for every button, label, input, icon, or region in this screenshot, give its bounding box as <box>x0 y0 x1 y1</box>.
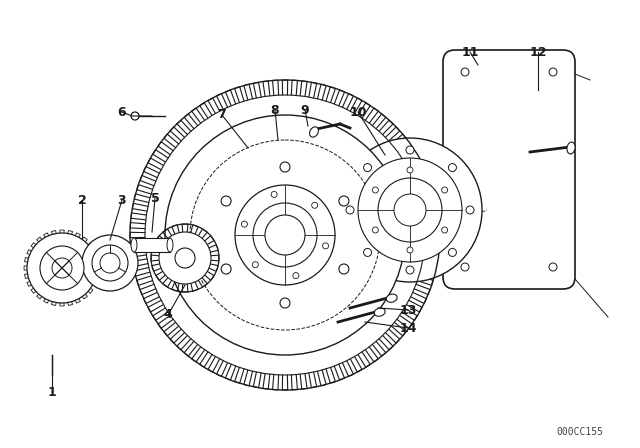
Circle shape <box>221 196 231 206</box>
Circle shape <box>407 247 413 253</box>
Ellipse shape <box>567 142 575 154</box>
Text: 14: 14 <box>399 322 417 335</box>
Text: 9: 9 <box>301 103 309 116</box>
Text: 7: 7 <box>218 108 227 121</box>
Circle shape <box>394 194 426 226</box>
Bar <box>134 238 170 252</box>
Circle shape <box>312 202 317 208</box>
Circle shape <box>271 191 277 198</box>
Circle shape <box>128 78 442 392</box>
Circle shape <box>100 253 120 273</box>
Circle shape <box>40 246 84 290</box>
Circle shape <box>338 138 482 282</box>
Circle shape <box>82 235 138 291</box>
Text: 4: 4 <box>164 309 172 322</box>
Circle shape <box>346 206 354 214</box>
Text: 000CC155: 000CC155 <box>557 427 604 437</box>
Text: 8: 8 <box>271 103 279 116</box>
Text: 12: 12 <box>529 46 547 59</box>
Circle shape <box>407 167 413 173</box>
Circle shape <box>466 206 474 214</box>
Ellipse shape <box>310 127 319 137</box>
Circle shape <box>549 263 557 271</box>
Text: 6: 6 <box>118 105 126 119</box>
Circle shape <box>364 249 372 256</box>
Circle shape <box>175 248 195 268</box>
Circle shape <box>241 221 248 227</box>
FancyBboxPatch shape <box>443 50 575 289</box>
Circle shape <box>449 249 456 256</box>
Text: 10: 10 <box>349 105 367 119</box>
Circle shape <box>27 233 97 303</box>
Ellipse shape <box>131 238 137 252</box>
Circle shape <box>378 178 442 242</box>
Circle shape <box>323 243 328 249</box>
Text: 11: 11 <box>461 46 479 59</box>
Circle shape <box>280 162 290 172</box>
Circle shape <box>339 196 349 206</box>
Text: 3: 3 <box>118 194 126 207</box>
Circle shape <box>461 68 469 76</box>
Circle shape <box>235 185 335 285</box>
Ellipse shape <box>374 308 385 316</box>
Text: 2: 2 <box>77 194 86 207</box>
Text: 1: 1 <box>47 385 56 399</box>
Circle shape <box>461 263 469 271</box>
Circle shape <box>165 115 405 355</box>
Circle shape <box>339 264 349 274</box>
Text: 5: 5 <box>150 191 159 204</box>
Circle shape <box>449 164 456 172</box>
Circle shape <box>131 112 139 120</box>
Ellipse shape <box>167 238 173 252</box>
Circle shape <box>372 187 378 193</box>
Circle shape <box>265 215 305 255</box>
Circle shape <box>442 227 447 233</box>
Text: 13: 13 <box>399 303 417 316</box>
Circle shape <box>52 258 72 278</box>
Circle shape <box>442 187 447 193</box>
Circle shape <box>221 264 231 274</box>
Circle shape <box>280 298 290 308</box>
Circle shape <box>406 146 414 154</box>
Circle shape <box>92 245 128 281</box>
Circle shape <box>165 115 405 355</box>
Circle shape <box>252 262 259 268</box>
Circle shape <box>253 203 317 267</box>
Circle shape <box>364 164 372 172</box>
Circle shape <box>372 227 378 233</box>
Circle shape <box>549 68 557 76</box>
Circle shape <box>358 158 462 262</box>
Circle shape <box>293 272 299 279</box>
Circle shape <box>406 266 414 274</box>
Circle shape <box>159 232 211 284</box>
Ellipse shape <box>387 294 397 302</box>
